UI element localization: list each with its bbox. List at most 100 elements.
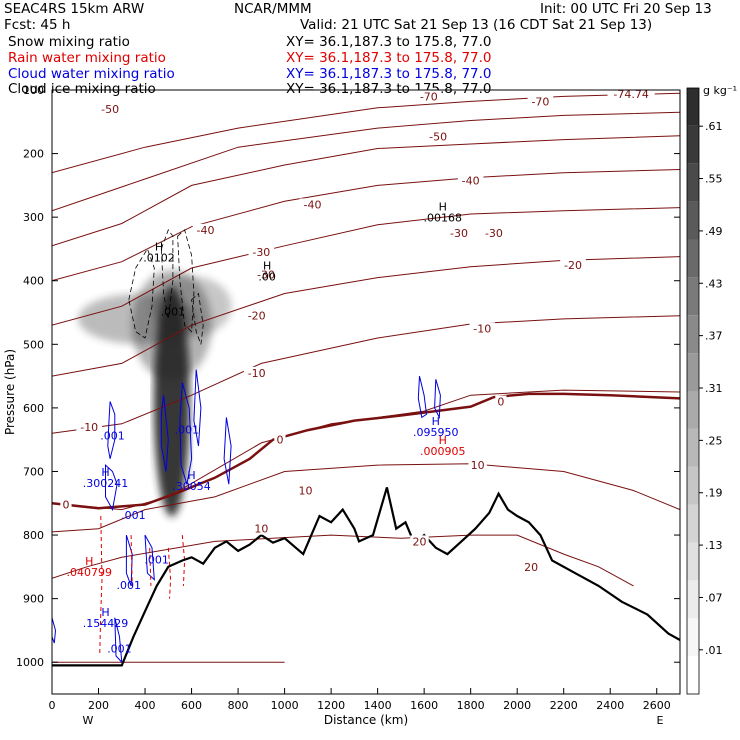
isotherm--20	[52, 256, 680, 377]
isotherm-label: -74.74	[613, 88, 648, 101]
y-tick-label: 500	[23, 338, 44, 351]
y-tick-label: 100	[23, 84, 44, 97]
isotherm-label-bg	[607, 90, 655, 100]
cloud-water-contour-0	[107, 401, 116, 459]
colorbar-swatch	[687, 125, 699, 164]
colorbar-label: .49	[705, 225, 723, 238]
x-tick-label: 1200	[317, 699, 345, 712]
init-time: Init: 00 UTC Fri 20 Sep 13	[540, 1, 712, 17]
max-label: .001	[100, 430, 125, 443]
isotherm-0	[52, 389, 680, 511]
colorbar-swatch	[687, 580, 699, 619]
field-cloudwater-xy: XY= 36.1,187.3 to 175.8, 77.0	[286, 66, 492, 82]
colorbar-label: .01	[705, 644, 723, 657]
x-tick-label: 0	[49, 699, 56, 712]
max-label: .001	[121, 509, 146, 522]
colorbar-swatch	[687, 618, 699, 657]
isotherm-label: 20	[524, 561, 538, 574]
isotherm-label: 10	[471, 459, 485, 472]
max-label: H	[263, 259, 271, 272]
isotherm-label-bg	[299, 198, 326, 211]
isotherm-label: 0	[62, 499, 69, 512]
colorbar-swatch	[687, 315, 699, 354]
max-label: H	[432, 415, 440, 428]
isotherm-label: -10	[473, 322, 491, 335]
max-label: H	[101, 466, 109, 479]
y-tick-label: 700	[23, 465, 44, 478]
max-label: .001	[117, 579, 142, 592]
isotherm-label-bg	[481, 227, 507, 240]
x-tick-label: 2600	[643, 699, 671, 712]
valid-time: Valid: 21 UTC Sat 21 Sep 13 (16 CDT Sat …	[300, 17, 653, 33]
colorbar-label: .19	[705, 487, 723, 500]
max-label: H	[439, 434, 447, 447]
max-label: .00	[258, 270, 276, 283]
isotherm-label: -20	[564, 259, 582, 272]
max-label: .300241	[83, 477, 129, 490]
y-tick-label: 800	[23, 529, 44, 542]
isotherm-label-bg	[192, 223, 219, 236]
x-tick-label: 1600	[410, 699, 438, 712]
max-label: .040799	[66, 566, 112, 579]
isotherm-label-bg	[296, 484, 315, 497]
isotherm-label-bg	[416, 90, 442, 103]
isotherm-label-bg	[252, 522, 271, 535]
isotherm-label-bg	[410, 535, 429, 548]
colorbar-label: .13	[705, 539, 723, 552]
cloud-water-contour-1	[105, 463, 118, 512]
colorbar-label: .31	[705, 382, 723, 395]
isotherm-label: 0	[497, 396, 504, 409]
colorbar-swatch	[687, 88, 699, 126]
rain-contour-1	[167, 547, 172, 599]
isotherm--60	[52, 111, 680, 212]
isotherm-label-bg	[527, 95, 554, 108]
east-label: E	[657, 714, 664, 727]
colorbar-swatch	[687, 277, 699, 316]
colorbar-unit: g kg⁻¹	[703, 84, 737, 97]
cloud-water-contour-7	[434, 379, 441, 420]
x-tick-label: 800	[228, 699, 249, 712]
colorbar-swatch	[687, 656, 699, 694]
max-label: H	[155, 240, 163, 253]
max-label: H	[85, 555, 93, 568]
isotherm-label: -70	[420, 90, 438, 103]
x-tick-label: 2000	[503, 699, 531, 712]
y-tick-label: 200	[23, 148, 44, 161]
rain-contour-2	[181, 535, 186, 586]
isotherm-label: -40	[304, 198, 322, 211]
x-tick-label: 1000	[271, 699, 299, 712]
field-cloudice-name: Cloud ice mixing ratio	[8, 81, 156, 97]
max-label: H	[101, 606, 109, 619]
isotherm-label-bg	[248, 246, 275, 259]
colorbar-label: .07	[705, 591, 723, 604]
x-tick-label: 200	[88, 699, 109, 712]
y-tick-label: 600	[23, 402, 44, 415]
isotherm-label: -50	[429, 130, 447, 143]
isotherm-label-bg	[495, 395, 507, 408]
max-label: .0102	[143, 251, 175, 264]
isotherm--30	[52, 207, 680, 326]
cloud-water-contour-11	[144, 534, 155, 581]
max-label: .30054	[172, 480, 211, 493]
colorbar-label: .43	[705, 277, 723, 290]
max-label: .095950	[413, 426, 459, 439]
colorbar-label: .25	[705, 434, 723, 447]
isotherm-label-bg	[446, 227, 472, 240]
isotherm-label-bg	[97, 103, 123, 116]
cloud-ice-contour-0	[128, 247, 155, 339]
colorbar-swatch	[687, 391, 699, 429]
isotherm-label-bg	[243, 309, 270, 322]
max-label: .001	[144, 554, 169, 567]
isotherm-label: -70	[531, 95, 549, 108]
colorbar-frame	[686, 87, 700, 695]
colorbar-label: .37	[705, 330, 723, 343]
cloud-water-contour-8	[52, 617, 57, 644]
max-label: H	[439, 200, 447, 213]
isotherm-10	[52, 463, 680, 533]
isotherm-label-bg	[425, 130, 451, 143]
center-label: NCAR/MMM	[234, 1, 312, 17]
isotherm-label: 20	[412, 535, 426, 548]
isotherm-label: 10	[299, 485, 313, 498]
isotherm-label-bg	[274, 433, 286, 446]
